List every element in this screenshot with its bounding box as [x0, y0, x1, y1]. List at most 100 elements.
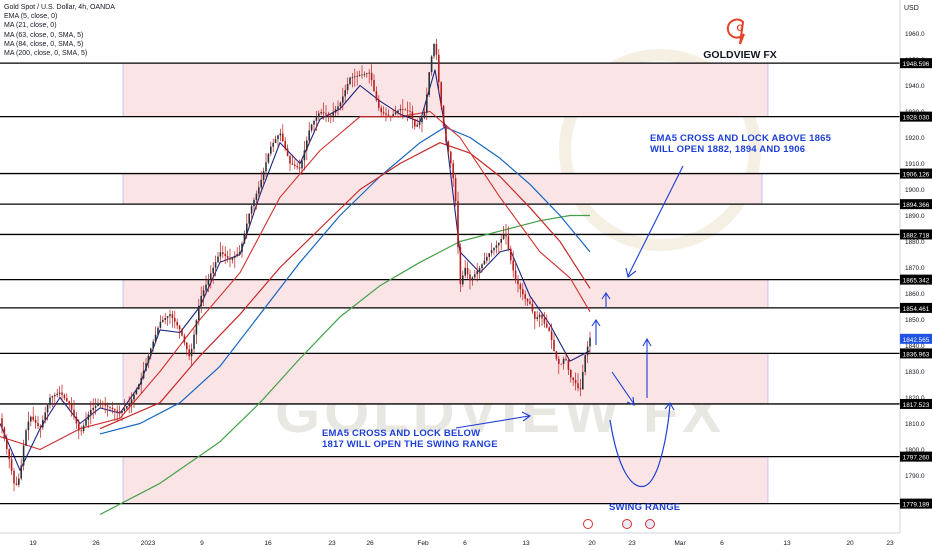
candle-body	[567, 360, 570, 371]
candle-body	[339, 102, 342, 107]
annotation-swing-range: SWING RANGE	[609, 502, 681, 513]
candle-body	[152, 341, 154, 349]
candle-body	[546, 323, 548, 328]
candle-body	[385, 113, 387, 115]
candle-body	[380, 107, 382, 113]
candle-body	[382, 112, 385, 114]
ma21-line	[0, 110, 591, 451]
level-label-bg-7	[900, 348, 932, 359]
candle-body	[224, 254, 226, 256]
candle-body	[368, 72, 370, 74]
candle-body	[358, 75, 361, 77]
candle-body	[87, 414, 90, 420]
candle-body	[426, 94, 428, 113]
candle-body	[265, 162, 267, 172]
candle-body	[92, 408, 94, 410]
candle-body	[490, 250, 493, 254]
legend-ma63: MA (63, close, 0, SMA, 5)	[4, 31, 84, 39]
candle-body	[423, 112, 426, 118]
x-tick-15: 20	[846, 540, 854, 547]
candle-body	[219, 252, 222, 257]
y-axis[interactable]: 1790.0 1800.0 1810.0 1820.0 1830.0 1840.0 1850…	[905, 31, 925, 480]
candle-body	[589, 337, 591, 347]
candle-body	[495, 245, 498, 248]
candle-body	[250, 206, 253, 214]
event-icons[interactable]	[583, 519, 655, 529]
candle-body	[356, 75, 358, 77]
candle-body	[392, 114, 394, 117]
candle-body	[138, 384, 140, 390]
candle-body	[147, 355, 150, 364]
candles-layer	[1, 38, 591, 492]
candle-body	[133, 394, 135, 400]
candle-body	[178, 325, 181, 330]
candle-body	[414, 118, 416, 127]
candle-body	[73, 409, 75, 417]
candle-body	[476, 271, 478, 275]
candle-body	[469, 274, 471, 281]
candle-body	[565, 358, 567, 361]
candle-body	[258, 187, 260, 194]
candle-body	[27, 421, 30, 431]
candle-body	[255, 193, 258, 200]
level-label-bg-2	[900, 168, 932, 179]
annotation-upper-line2: WILL OPEN 1882, 1894 AND 1906	[650, 144, 806, 155]
candle-body	[430, 56, 433, 73]
chart-legend[interactable]: Gold Spot / U.S. Dollar, 4h, OANDA EMA (…	[4, 3, 115, 58]
level-label-4: 1882.718	[903, 232, 930, 239]
candle-body	[500, 239, 502, 243]
candle-body	[519, 284, 522, 290]
candle-body	[3, 427, 6, 439]
candle-body	[286, 148, 289, 157]
candle-body	[450, 151, 452, 164]
candle-body	[375, 91, 378, 101]
currency-label: USD	[904, 5, 919, 12]
y-tick-2: 1810.0	[905, 421, 925, 428]
candle-body	[354, 76, 356, 78]
level-label-2: 1906.126	[903, 172, 930, 179]
candle-body	[471, 277, 474, 281]
candle-body	[301, 160, 303, 169]
candle-body	[325, 113, 327, 115]
y-tick-13: 1920.0	[905, 135, 925, 142]
annotation-upper-line1: EMA5 CROSS AND LOCK ABOVE 1865	[650, 133, 832, 144]
candle-body	[186, 342, 188, 350]
y-tick-7: 1860.0	[905, 291, 925, 298]
candle-body	[270, 146, 272, 154]
watermark-ring	[559, 49, 761, 251]
candle-body	[402, 109, 404, 110]
x-tick-12: Mar	[674, 540, 686, 547]
candle-body	[399, 109, 402, 111]
level-label-0: 1948.596	[903, 61, 930, 68]
candle-body	[433, 43, 435, 57]
level-label-bg-3	[900, 199, 932, 210]
y-tick-4: 1830.0	[905, 369, 925, 376]
candle-body	[130, 399, 133, 404]
candle-body	[493, 247, 495, 251]
x-tick-0: 19	[29, 540, 37, 547]
level-label-5: 1865.342	[903, 278, 930, 285]
ma200-line	[99, 214, 590, 516]
y-tick-17: 1960.0	[905, 31, 925, 38]
candle-body	[582, 371, 584, 390]
candle-body	[181, 329, 183, 336]
candle-body	[296, 165, 298, 168]
candle-body	[536, 317, 538, 319]
ma84-line	[99, 142, 591, 430]
y-tick-11: 1900.0	[905, 187, 925, 194]
candle-body	[342, 96, 344, 103]
candle-body	[267, 153, 270, 163]
y-tick-5: 1840.0	[905, 343, 925, 350]
legend-ma200: MA (200, close, 0, SMA, 5)	[4, 50, 88, 58]
candle-body	[150, 348, 152, 356]
candle-body	[111, 407, 114, 410]
candle-body	[373, 79, 375, 92]
level-label-8: 1817.523	[903, 402, 930, 409]
level-label-9: 1797.260	[903, 455, 930, 462]
candle-body	[32, 416, 34, 420]
candle-body	[6, 438, 8, 450]
y-tick-12: 1910.0	[905, 161, 925, 168]
x-axis[interactable]: 19 26 2023 9 16 23 26 Feb 6 13 20 23 Mar 6 13 20 23	[29, 540, 894, 547]
candle-body	[78, 423, 80, 431]
